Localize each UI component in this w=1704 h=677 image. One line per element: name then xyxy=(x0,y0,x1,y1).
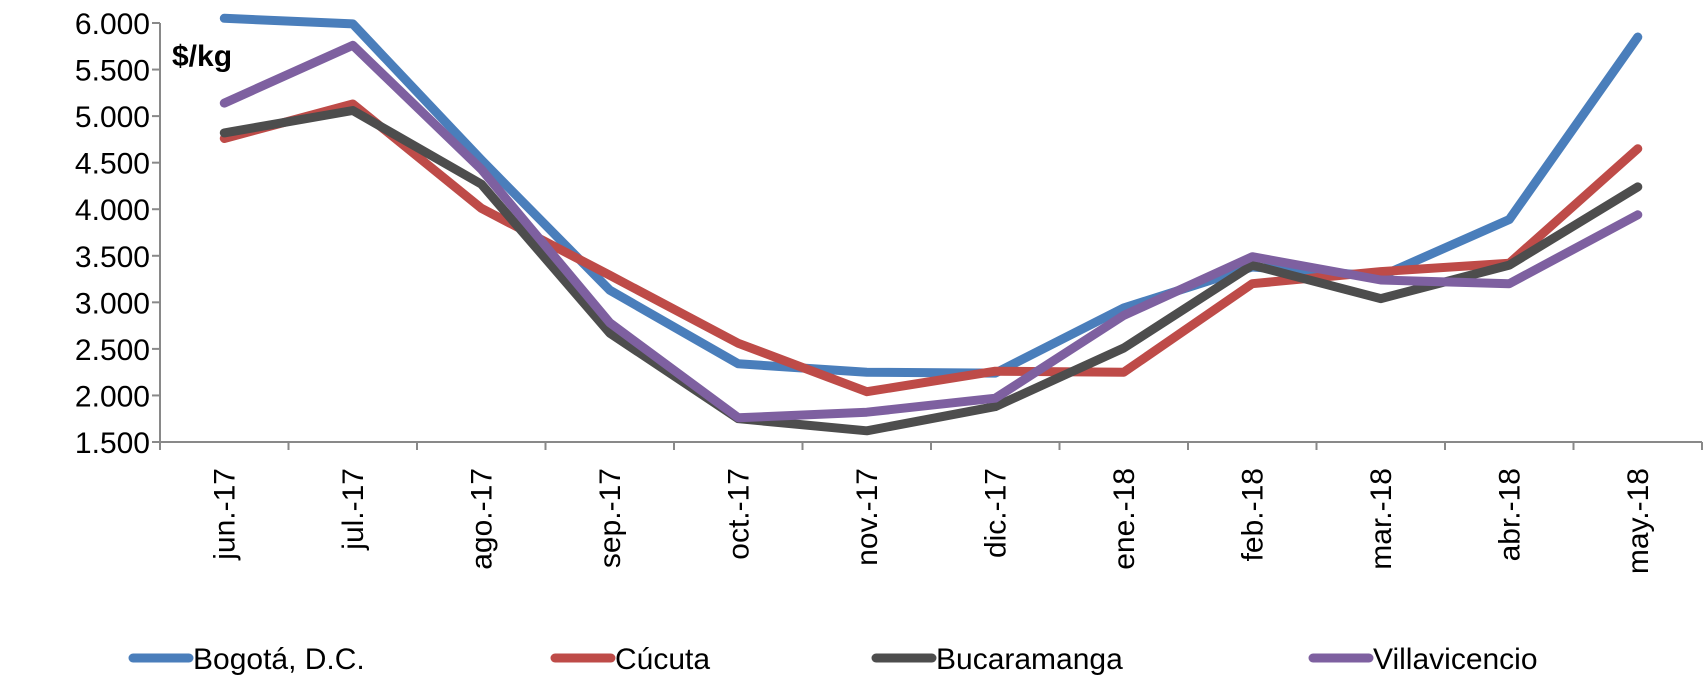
legend: Bogotá, D.C. Cúcuta Bucaramanga Villavicenc… xyxy=(128,643,1538,676)
x-tick-label: oct.-17 xyxy=(722,468,755,560)
series-line-4 xyxy=(219,40,1643,423)
series-lines xyxy=(219,13,1643,436)
legend-label: Bogotá, D.C. xyxy=(193,643,365,676)
x-tick-label: mar.-18 xyxy=(1365,468,1398,570)
x-tick-label: feb.-18 xyxy=(1236,468,1269,561)
y-tick-label: 5.000 xyxy=(75,101,150,134)
y-tick-labels: 1.500 2.000 2.500 3.000 3.500 4.000 4.500 5.000… xyxy=(75,8,160,460)
y-tick-label: 3.500 xyxy=(75,241,150,274)
y-tick-label: 4.000 xyxy=(75,194,150,227)
legend-label: Cúcuta xyxy=(615,643,710,676)
x-tick-label: abr.-18 xyxy=(1493,468,1526,561)
x-tick-label: ago.-17 xyxy=(465,468,498,570)
x-tick-label: dic.-17 xyxy=(979,468,1012,558)
legend-label: Villavicencio xyxy=(1373,643,1538,676)
x-tick-label: jul.-17 xyxy=(337,468,370,551)
x-tick-label: may.-18 xyxy=(1622,468,1655,574)
y-tick-label: 1.500 xyxy=(75,427,150,460)
x-tick-labels: jun.-17 jul.-17 ago.-17 sep.-17 oct.-17 nov.-… xyxy=(159,442,1703,574)
y-tick-label: 3.000 xyxy=(75,287,150,320)
legend-label: Bucaramanga xyxy=(936,643,1123,676)
series-line-1 xyxy=(219,13,1643,378)
y-tick-label: 2.000 xyxy=(75,380,150,413)
y-tick-label: 4.500 xyxy=(75,148,150,181)
x-tick-label: ene.-18 xyxy=(1108,468,1141,570)
y-unit-label: $/kg xyxy=(172,40,232,73)
y-tick-label: 6.000 xyxy=(75,8,150,41)
x-tick-label: sep.-17 xyxy=(594,468,627,568)
y-tick-label: 5.500 xyxy=(75,55,150,88)
series-line-3 xyxy=(219,106,1643,436)
series-line-2 xyxy=(219,99,1643,397)
x-tick-label: nov.-17 xyxy=(851,468,884,566)
y-tick-label: 2.500 xyxy=(75,334,150,367)
x-tick-label: jun.-17 xyxy=(208,468,241,561)
